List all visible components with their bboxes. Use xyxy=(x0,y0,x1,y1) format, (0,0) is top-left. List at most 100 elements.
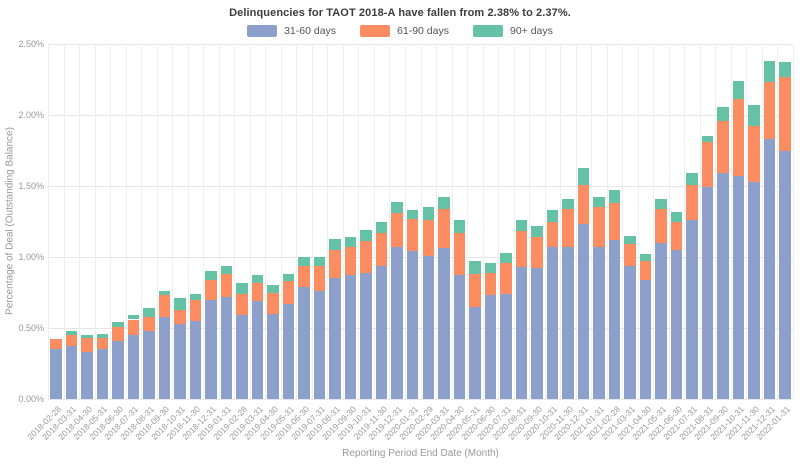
bar-segment xyxy=(686,220,698,399)
bar-segment xyxy=(732,80,745,100)
bar-segment xyxy=(717,173,729,399)
bar-segment xyxy=(453,220,466,233)
bar-segment xyxy=(267,313,279,399)
legend-swatch-icon xyxy=(472,25,503,37)
bar-segment xyxy=(670,221,683,250)
bar-segment xyxy=(112,322,124,327)
bar-segment xyxy=(732,176,745,399)
legend-label: 31-60 days xyxy=(284,25,337,37)
bar-segment xyxy=(546,247,559,399)
bar-segment xyxy=(375,221,388,233)
bar-segment xyxy=(158,316,171,399)
bar-segment xyxy=(779,62,791,77)
gridline-vertical xyxy=(777,44,779,399)
bar-segment xyxy=(375,232,388,266)
bar-segment xyxy=(577,167,590,185)
bar-segment xyxy=(112,340,124,399)
bar-segment xyxy=(220,274,233,297)
bar-segment xyxy=(655,198,667,209)
bar-segment xyxy=(515,231,528,267)
gridline-vertical xyxy=(591,44,593,399)
bar-segment xyxy=(406,218,419,252)
bar-segment xyxy=(593,247,605,399)
bar-segment xyxy=(515,220,528,232)
bar-segment xyxy=(127,335,140,399)
gridline-vertical xyxy=(156,44,158,399)
legend-item-31-60-days[interactable]: 31-60 days xyxy=(247,25,336,37)
y-tick-label: 1.50% xyxy=(18,181,44,191)
bar-segment xyxy=(438,248,450,399)
gridline-vertical xyxy=(451,44,453,399)
gridline-vertical xyxy=(94,44,96,399)
legend-item-61-90-days[interactable]: 61-90 days xyxy=(360,25,449,37)
bar-segment xyxy=(763,82,776,140)
bar-segment xyxy=(189,299,202,321)
bar-segment xyxy=(174,323,186,399)
bar-segment xyxy=(438,197,450,209)
bar-segment xyxy=(562,247,574,399)
bar-segment xyxy=(298,265,310,287)
gridline-vertical xyxy=(48,44,49,399)
gridline-vertical xyxy=(730,44,732,399)
bar-segment xyxy=(158,291,171,296)
gridline-vertical xyxy=(265,44,267,399)
bar-segment xyxy=(282,281,295,304)
bar-segment xyxy=(701,141,714,188)
bar-segment xyxy=(608,203,621,240)
bar-segment xyxy=(717,120,729,174)
gridline-vertical xyxy=(141,44,143,399)
legend-item-90-plus-days[interactable]: 90+ days xyxy=(472,25,553,37)
bar-segment xyxy=(608,239,621,399)
bar-segment xyxy=(422,220,434,256)
gridline-vertical xyxy=(668,44,670,399)
bar-segment xyxy=(96,349,109,399)
bar-segment xyxy=(50,339,62,350)
bar-segment xyxy=(748,126,760,182)
bar-segment xyxy=(205,299,217,399)
bar-segment xyxy=(329,249,341,279)
bar-segment xyxy=(189,293,202,300)
y-tick-label: 2.00% xyxy=(18,110,44,120)
gridline-vertical xyxy=(544,44,546,399)
bar-segment xyxy=(484,262,497,273)
bar-segment xyxy=(577,184,590,225)
bar-segment xyxy=(81,335,93,338)
bar-segment xyxy=(282,274,295,282)
bar-segment xyxy=(701,136,714,142)
gridline-vertical xyxy=(793,44,794,399)
bar-segment xyxy=(375,265,388,399)
bar-segment xyxy=(112,326,124,341)
bar-segment xyxy=(329,278,341,399)
gridline-vertical xyxy=(467,44,469,399)
gridline-vertical xyxy=(715,44,717,399)
gridline-vertical xyxy=(249,44,251,399)
plot-area xyxy=(48,44,794,400)
bar-segment xyxy=(267,292,279,314)
bar-segment xyxy=(453,232,466,276)
gridline-vertical xyxy=(653,44,655,399)
bar-segment xyxy=(313,291,326,399)
gridline-vertical xyxy=(436,44,438,399)
bar-segment xyxy=(205,279,217,300)
bar-segment xyxy=(624,265,636,399)
gridline-vertical xyxy=(218,44,220,399)
bar-segment xyxy=(763,61,776,83)
bar-segment xyxy=(469,261,481,275)
bar-segment xyxy=(406,251,419,399)
chart-title: Delinquencies for TAOT 2018-A have falle… xyxy=(229,7,571,19)
bar-segment xyxy=(531,225,543,238)
bar-segment xyxy=(639,254,652,262)
bar-segment xyxy=(701,187,714,399)
bar-segment xyxy=(220,265,233,275)
gridline-vertical xyxy=(203,44,205,399)
gridline-vertical xyxy=(342,44,344,399)
bar-segment xyxy=(344,275,357,399)
bar-segment xyxy=(127,319,140,336)
bar-segment xyxy=(236,315,248,399)
gridline-vertical xyxy=(637,44,639,399)
bar-segment xyxy=(391,201,403,213)
bar-segment xyxy=(406,210,419,219)
gridline-vertical xyxy=(110,44,112,399)
bar-segment xyxy=(96,333,109,338)
bar-segment xyxy=(763,139,776,399)
